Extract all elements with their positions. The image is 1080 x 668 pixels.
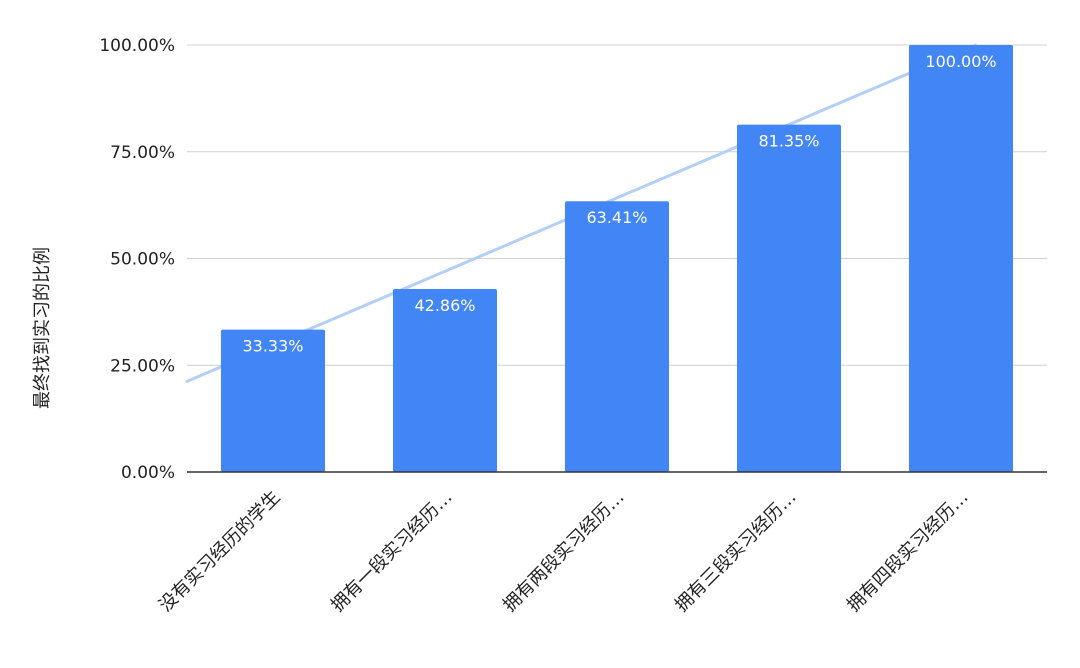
bar (392, 288, 498, 472)
y-tick-label: 75.00% (110, 143, 175, 163)
data-label: 81.35% (758, 132, 819, 151)
data-label: 63.41% (586, 208, 647, 227)
bar (908, 45, 1014, 472)
data-label: 42.86% (414, 296, 475, 315)
y-tick-label: 100.00% (99, 36, 175, 56)
x-tick-label: 拥有四段实习经历… (843, 487, 972, 616)
x-tick-label: 拥有一段实习经历… (327, 487, 456, 616)
bar (564, 201, 670, 472)
data-label: 100.00% (925, 52, 996, 71)
data-labels: 33.33% 42.86% 63.41% 81.35% 100.00% (242, 52, 996, 356)
y-tick-label: 50.00% (110, 250, 175, 270)
bar (220, 329, 326, 472)
y-axis-title: 最终找到实习的比例 (32, 247, 53, 409)
x-tick-label: 没有实习经历的学生 (155, 487, 284, 616)
bars (220, 45, 1014, 472)
x-tick-label: 拥有两段实习经历… (499, 487, 628, 616)
y-tick-label: 25.00% (110, 356, 175, 376)
x-tick-label: 拥有三段实习经历… (671, 487, 800, 616)
y-tick-label: 0.00% (121, 463, 175, 483)
data-label: 33.33% (242, 337, 303, 356)
bar (736, 124, 842, 472)
